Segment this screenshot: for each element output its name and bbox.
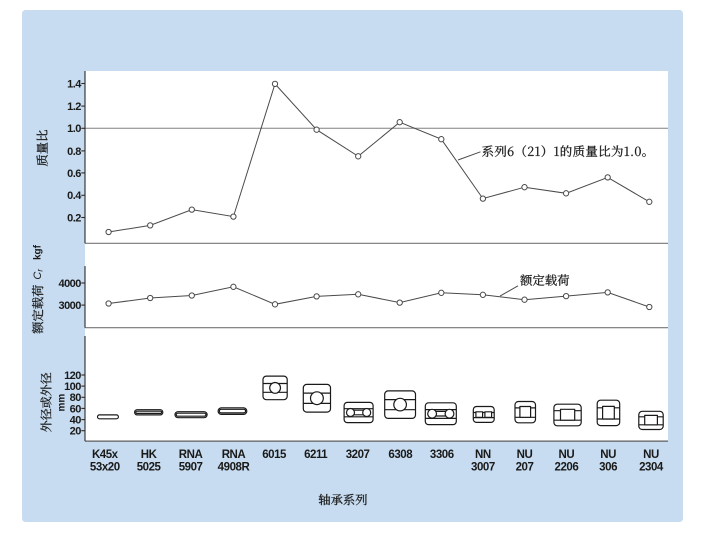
svg-text:1.4: 1.4 (67, 78, 82, 90)
svg-text:0.2: 0.2 (67, 212, 81, 224)
svg-text:6015: 6015 (262, 449, 287, 461)
svg-text:3007: 3007 (471, 461, 495, 473)
svg-text:3000: 3000 (59, 300, 82, 312)
svg-text:NU: NU (517, 449, 533, 461)
svg-text:K45x: K45x (92, 449, 119, 461)
svg-text:207: 207 (516, 461, 534, 473)
svg-text:Cr: Cr (32, 269, 45, 280)
svg-text:4908R: 4908R (218, 461, 251, 473)
svg-text:53x20: 53x20 (90, 461, 120, 473)
svg-text:4000: 4000 (59, 278, 82, 290)
svg-text:0.8: 0.8 (67, 146, 81, 158)
svg-text:NU: NU (559, 449, 575, 461)
svg-text:60: 60 (70, 403, 82, 415)
svg-text:2206: 2206 (555, 461, 579, 473)
svg-text:100: 100 (64, 381, 81, 393)
svg-text:1.2: 1.2 (67, 101, 81, 113)
svg-text:0.6: 0.6 (67, 168, 81, 180)
svg-text:NU: NU (600, 449, 616, 461)
svg-text:0.4: 0.4 (67, 190, 82, 202)
svg-text:RNA: RNA (222, 449, 246, 461)
svg-text:5907: 5907 (179, 461, 203, 473)
svg-text:2304: 2304 (639, 461, 664, 473)
svg-text:80: 80 (70, 392, 82, 404)
svg-text:6211: 6211 (304, 449, 328, 461)
svg-text:3306: 3306 (430, 449, 454, 461)
svg-text:5025: 5025 (137, 461, 162, 473)
svg-text:6308: 6308 (388, 449, 413, 461)
svg-text:1.0: 1.0 (67, 123, 81, 135)
svg-text:306: 306 (599, 461, 617, 473)
svg-text:RNA: RNA (179, 449, 203, 461)
svg-text:20: 20 (70, 426, 82, 438)
svg-text:40: 40 (70, 415, 82, 427)
svg-text:3207: 3207 (346, 449, 370, 461)
svg-text:mm: mm (56, 394, 67, 412)
svg-text:NU: NU (643, 449, 659, 461)
svg-text:HK: HK (141, 449, 158, 461)
svg-text:120: 120 (64, 370, 81, 382)
svg-text:NN: NN (475, 449, 491, 461)
svg-text:kgf: kgf (33, 244, 44, 260)
